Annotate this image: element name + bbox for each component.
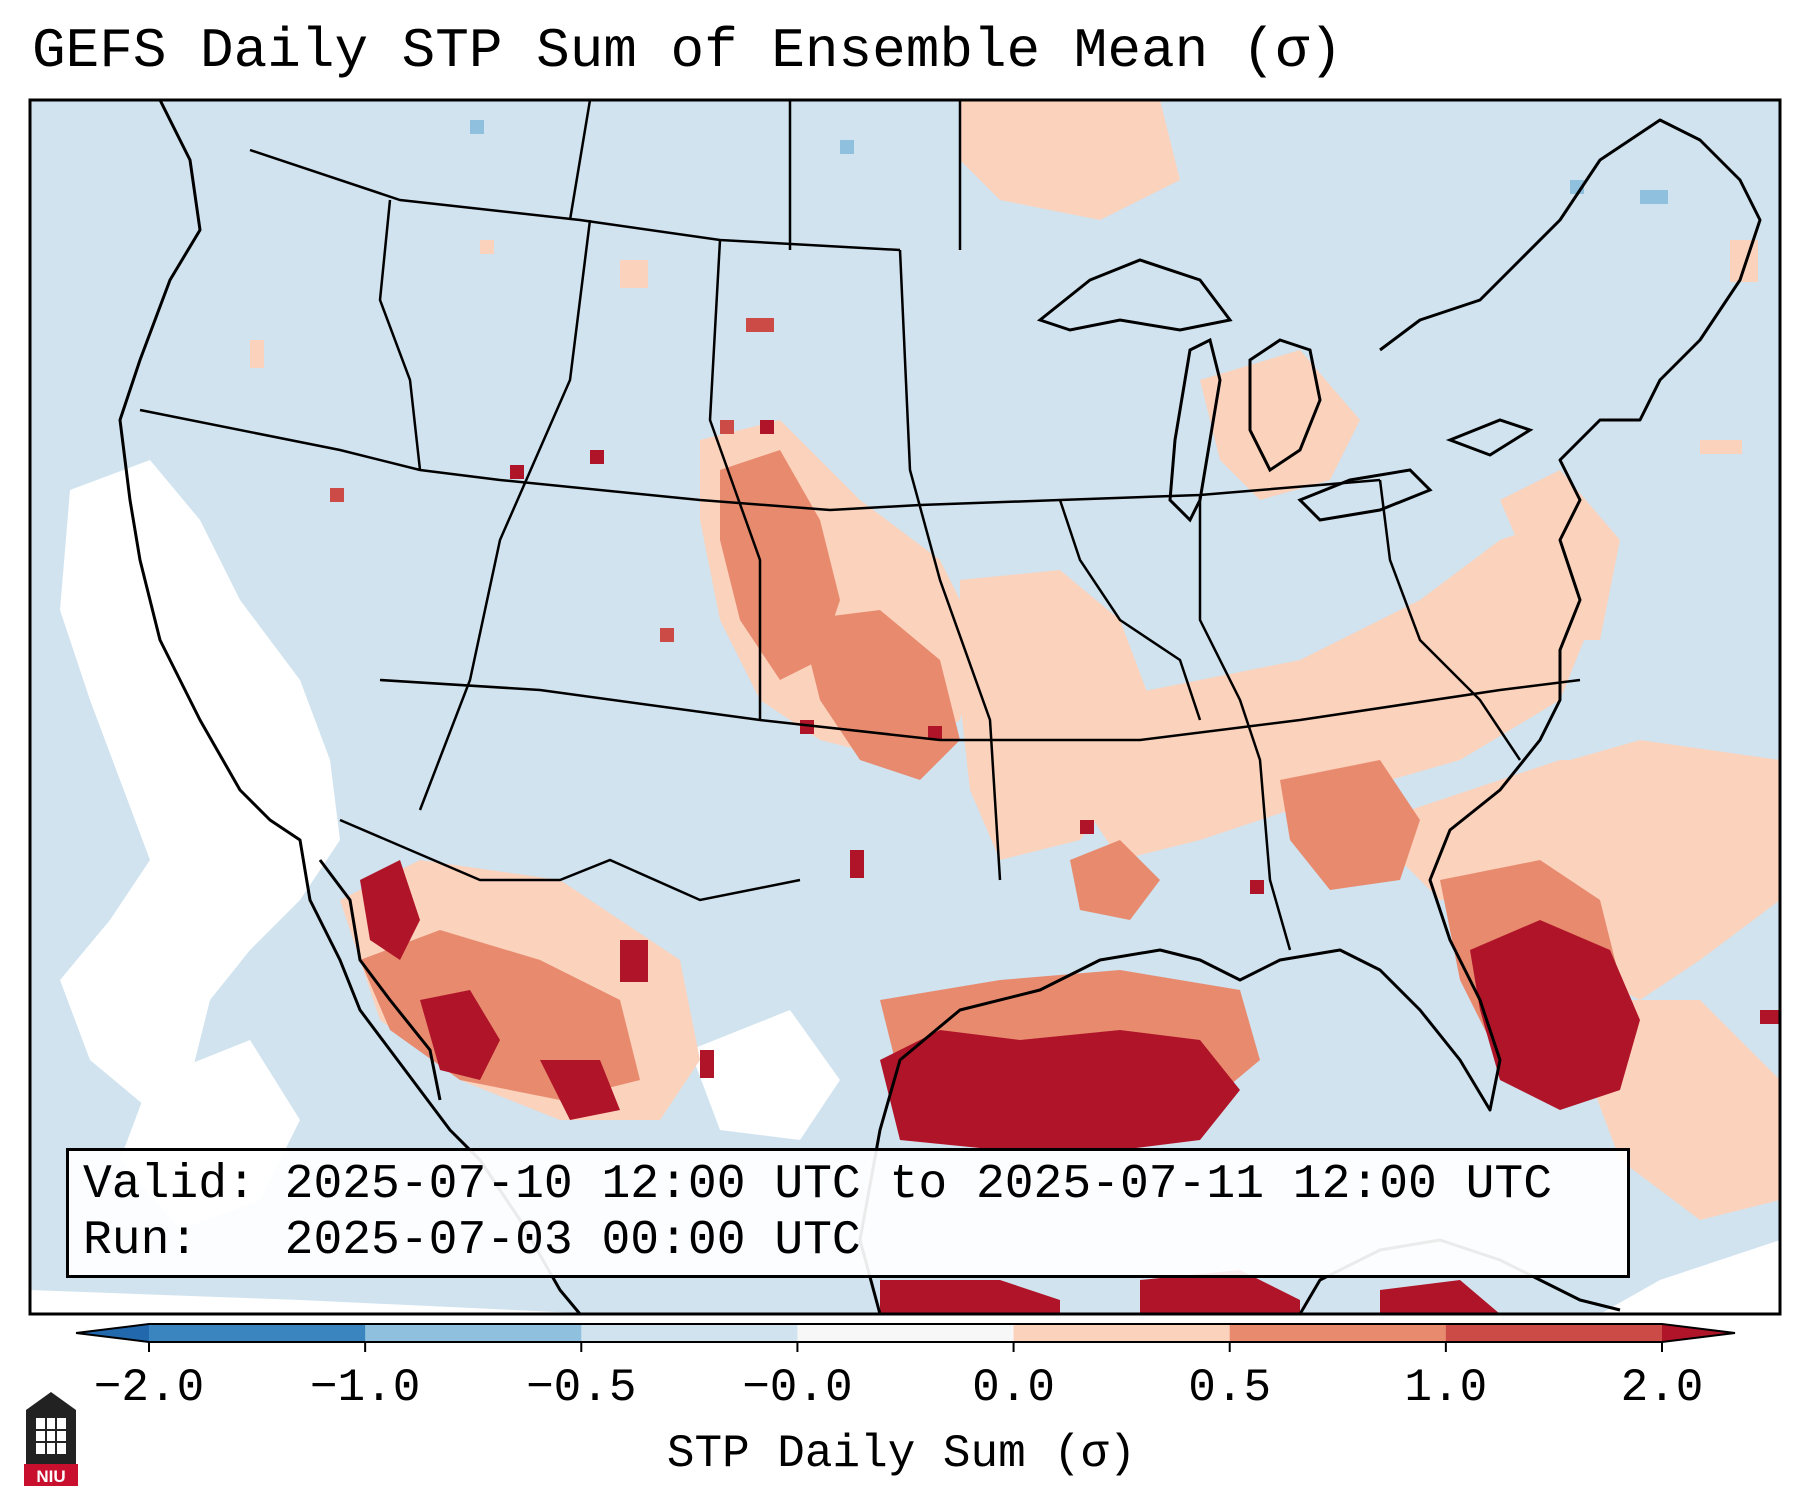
colorbar-tick-label-2: −0.5	[526, 1362, 637, 1414]
niu-logo: NIU	[24, 1392, 78, 1486]
map-frame	[28, 98, 1782, 1316]
colorbar-tick-label-6: 1.0	[1404, 1362, 1488, 1414]
valid-time-box: Valid: 2025-07-10 12:00 UTC to 2025-07-1…	[66, 1148, 1630, 1278]
colorbar-bin-1	[365, 1324, 582, 1342]
colorbar-tick-label-1: −1.0	[309, 1362, 421, 1414]
valid-line: Valid: 2025-07-10 12:00 UTC to 2025-07-1…	[83, 1158, 1553, 1212]
scattered-cells	[250, 120, 1780, 1078]
colorbar-bin-2	[581, 1324, 798, 1342]
colorbar-over-arrow	[1662, 1324, 1735, 1342]
colorbar-tick-label-5: 0.5	[1188, 1362, 1272, 1414]
state-borders	[139, 100, 1581, 951]
colorbar-label: STP Daily Sum (σ)	[666, 1428, 1137, 1480]
field-layer	[30, 100, 1780, 1314]
colorbar-bin-6	[1445, 1324, 1663, 1342]
colorbar-tick-label-4: 0.0	[972, 1362, 1055, 1414]
colorbar-bin-0	[149, 1324, 366, 1342]
colorbar-bin-5	[1229, 1324, 1447, 1342]
colorbar-tick-label-3: −0.0	[742, 1362, 853, 1414]
map-title: GEFS Daily STP Sum of Ensemble Mean (σ)	[32, 19, 1343, 83]
run-line: Run: 2025-07-03 00:00 UTC	[83, 1214, 861, 1268]
extreme-positive-field	[360, 860, 1640, 1314]
colorbar-tick-label-0: −2.0	[93, 1362, 205, 1414]
colorbar	[75, 1323, 1736, 1352]
colorbar-bin-3	[797, 1324, 1015, 1342]
colorbar-bin-4	[1013, 1324, 1231, 1342]
logo-text: NIU	[36, 1467, 65, 1486]
colorbar-tick-label-7: 2.0	[1620, 1362, 1704, 1414]
colorbar-under-arrow	[76, 1324, 149, 1342]
